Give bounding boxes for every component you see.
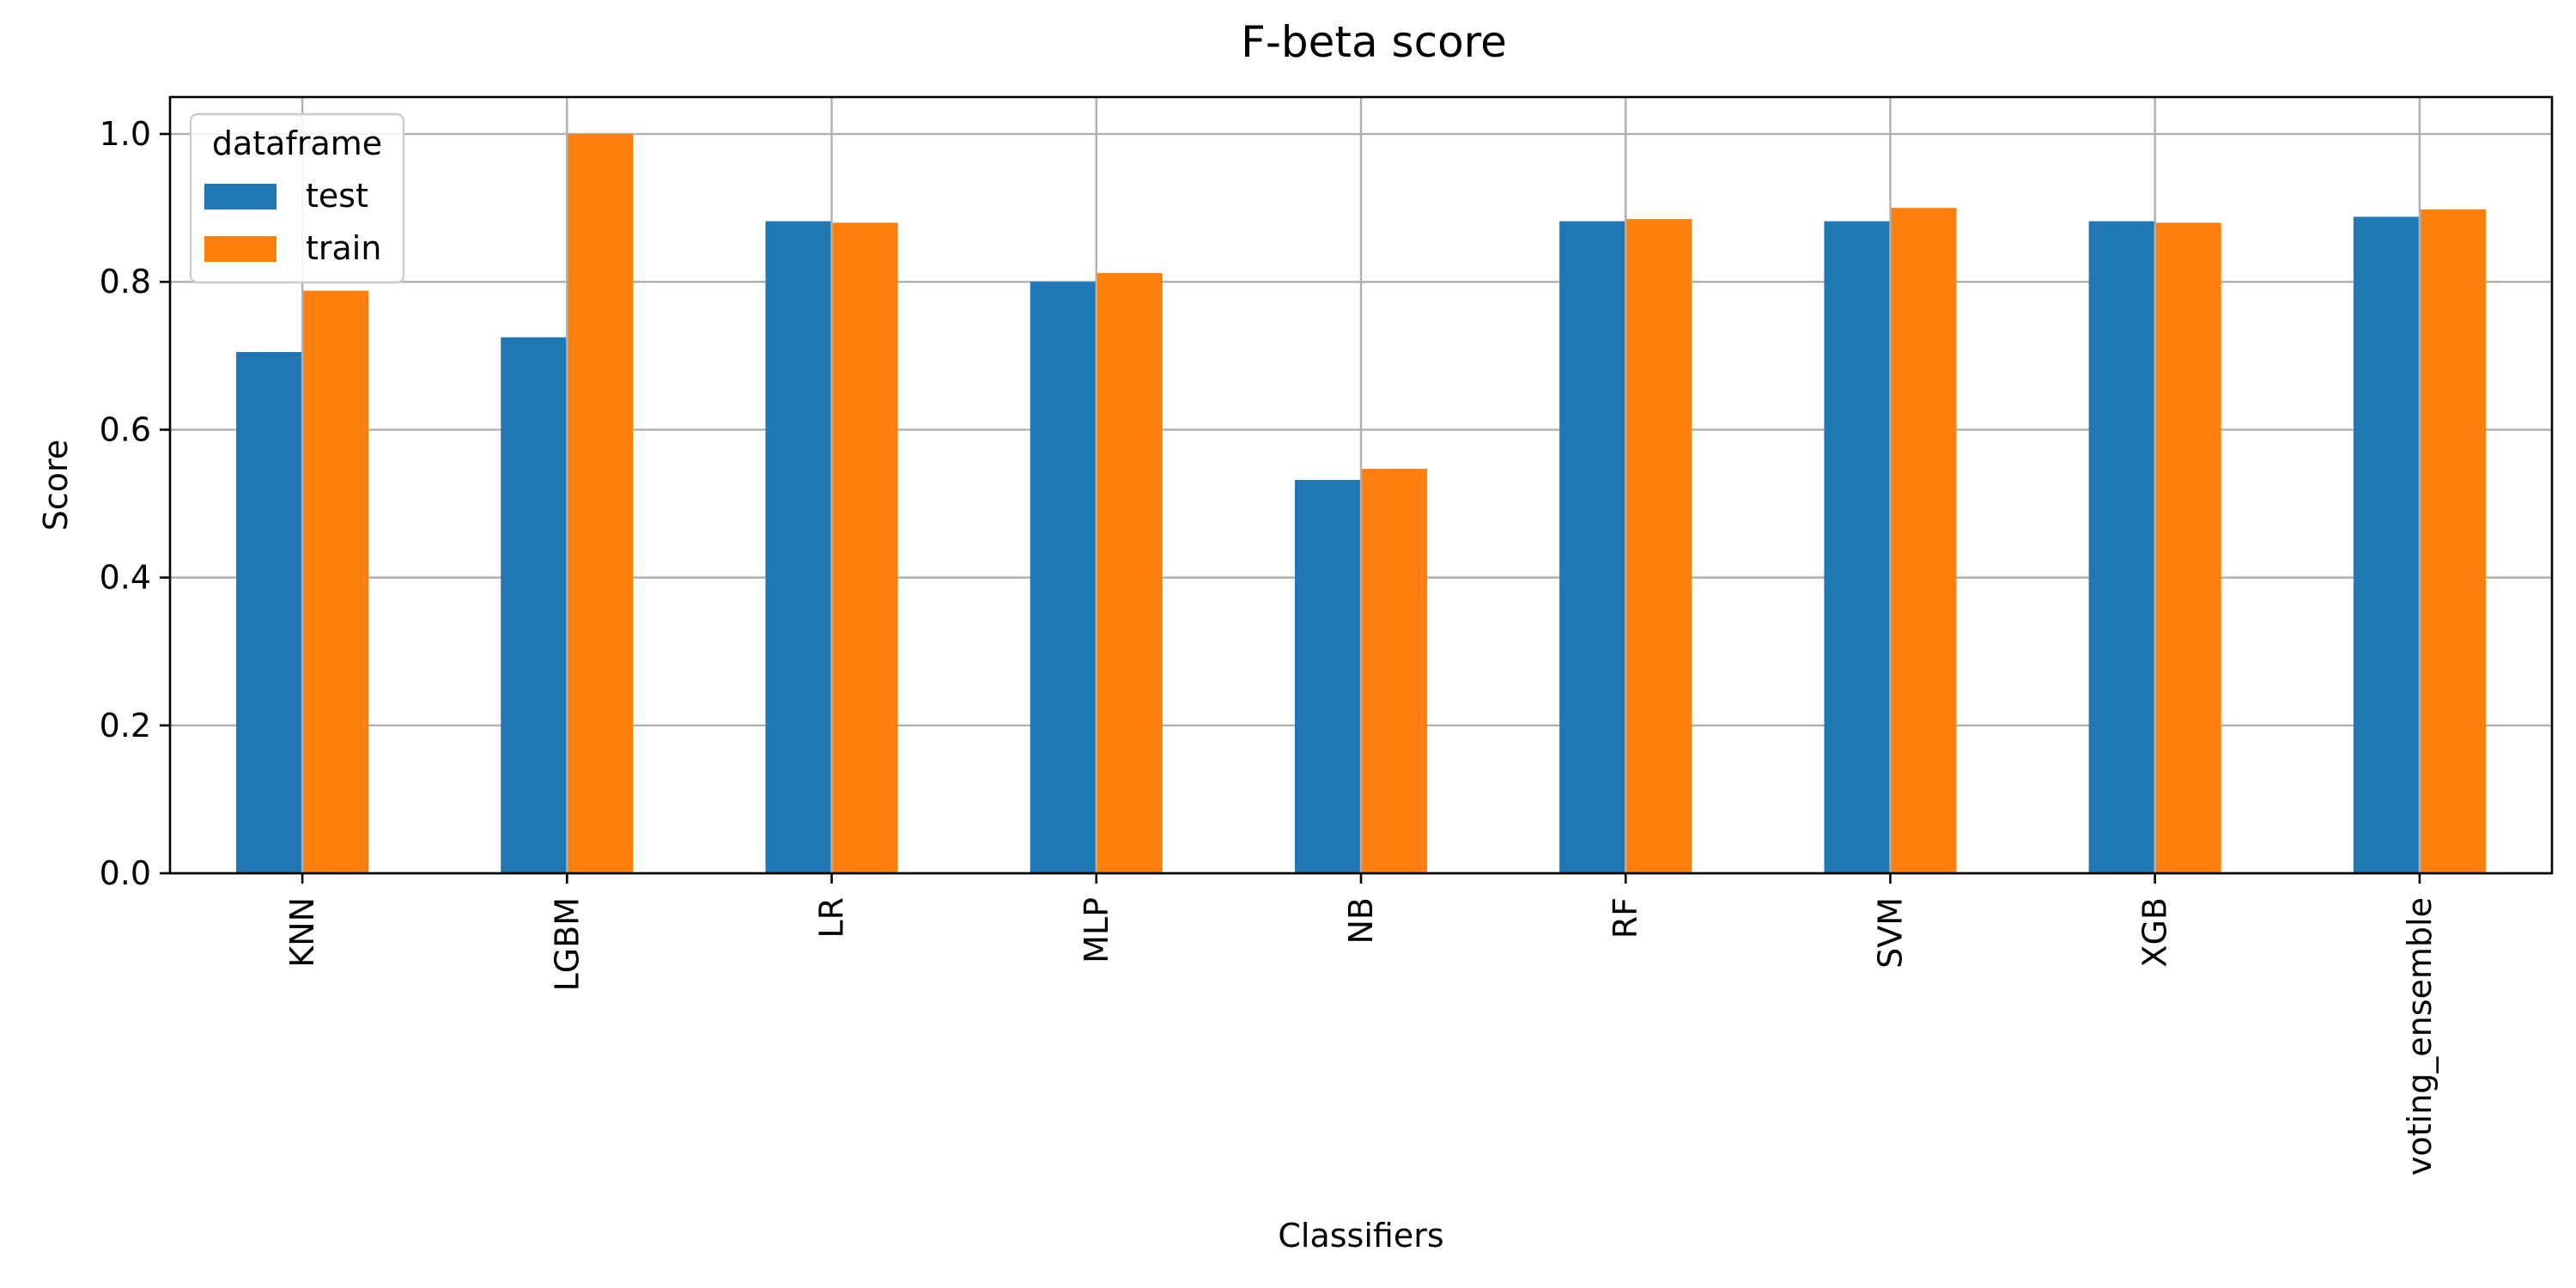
- bar-train-SVM: [1890, 208, 1957, 874]
- legend-label-test: test: [306, 177, 368, 215]
- y-tick-label: 0.4: [100, 559, 151, 597]
- bar-train-NB: [1361, 469, 1428, 873]
- x-tick-label: NB: [1342, 897, 1380, 945]
- y-tick-label: 0.0: [100, 854, 151, 892]
- x-axis-ticks: KNN LGBM LR MLP NB RF SVM XGB voting_ensemble: [283, 873, 2439, 1176]
- legend-title: dataframe: [212, 125, 382, 162]
- y-tick-label: 0.8: [100, 263, 151, 301]
- legend-swatch-train: [204, 236, 276, 262]
- x-tick-label: KNN: [283, 897, 321, 968]
- x-tick-label: MLP: [1078, 897, 1115, 963]
- y-tick-label: 0.2: [100, 707, 151, 744]
- legend-swatch-test: [204, 184, 276, 210]
- bar-test-LGBM: [501, 337, 568, 873]
- legend-label-train: train: [306, 229, 381, 267]
- legend: dataframe test train: [189, 112, 405, 284]
- y-axis-ticks: 0.0 0.2 0.4 0.6 0.8 1.0: [100, 115, 170, 892]
- bar-test-MLP: [1030, 282, 1097, 873]
- y-tick-label: 1.0: [100, 115, 151, 153]
- bar-train-LR: [831, 222, 898, 873]
- chart-title: F-beta score: [1241, 17, 1507, 67]
- bar-train-LGBM: [567, 134, 634, 874]
- bar-test-LR: [765, 221, 832, 873]
- x-tick-label: LR: [813, 897, 851, 939]
- x-tick-label: LGBM: [548, 897, 586, 991]
- bar-train-XGB: [2154, 222, 2221, 873]
- bar-test-SVM: [1824, 221, 1891, 873]
- bar-test-KNN: [236, 352, 303, 873]
- bar-train-voting_ensemble: [2419, 209, 2486, 874]
- bar-test-XGB: [2088, 221, 2155, 873]
- bar-train-RF: [1625, 219, 1692, 874]
- x-tick-label: RF: [1607, 897, 1644, 939]
- y-axis-label: Score: [37, 440, 75, 531]
- x-tick-label: SVM: [1871, 897, 1909, 969]
- bar-test-NB: [1294, 479, 1361, 873]
- bar-test-RF: [1559, 221, 1626, 873]
- bar-test-voting_ensemble: [2353, 216, 2420, 873]
- x-tick-label: XGB: [2136, 897, 2174, 968]
- bar-train-KNN: [302, 290, 369, 873]
- bar-train-MLP: [1096, 272, 1163, 873]
- bars: [236, 134, 2486, 874]
- x-axis-label: Classifiers: [1278, 1217, 1443, 1255]
- x-tick-label: voting_ensemble: [2401, 897, 2439, 1176]
- y-tick-label: 0.6: [100, 410, 151, 448]
